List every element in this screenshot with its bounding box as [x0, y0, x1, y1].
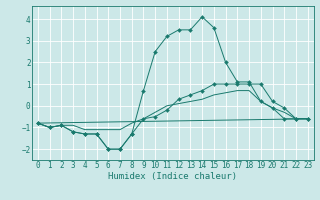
X-axis label: Humidex (Indice chaleur): Humidex (Indice chaleur) — [108, 172, 237, 181]
